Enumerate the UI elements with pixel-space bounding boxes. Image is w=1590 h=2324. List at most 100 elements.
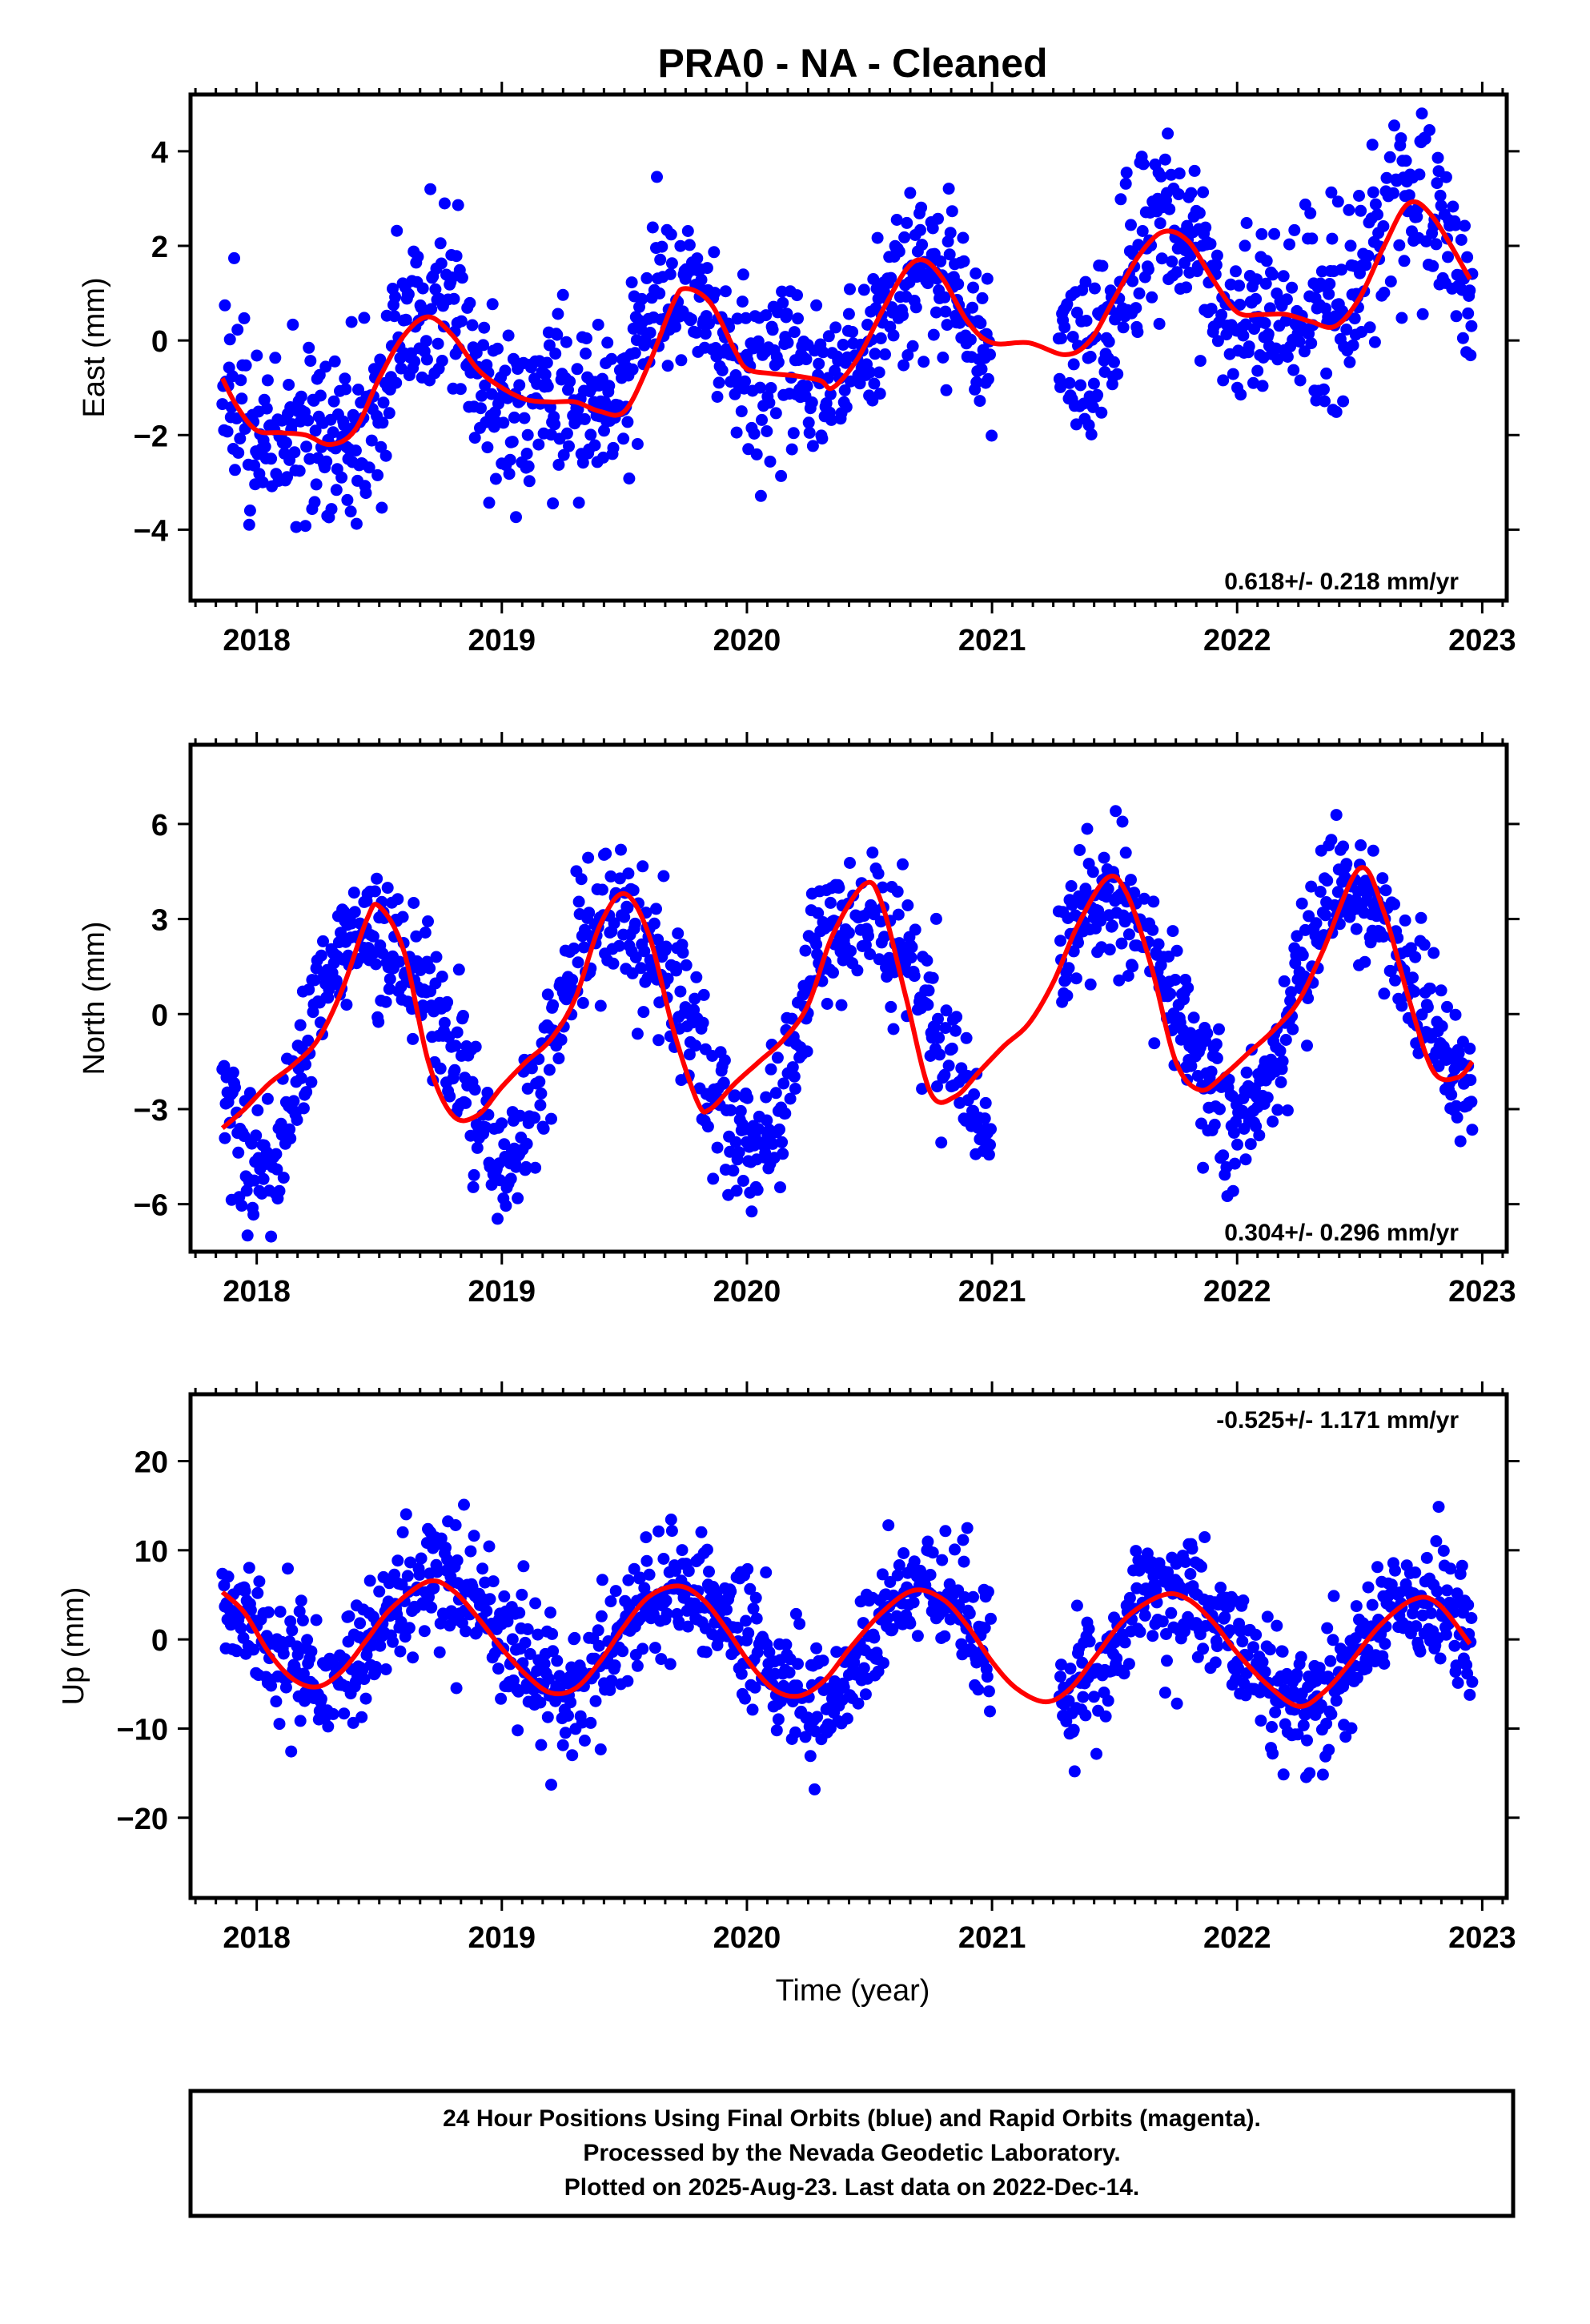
east-point bbox=[269, 352, 282, 364]
east-point bbox=[932, 212, 944, 225]
east-point bbox=[829, 321, 842, 334]
up-point bbox=[501, 1615, 514, 1628]
up-point bbox=[291, 1648, 304, 1661]
north-point bbox=[1072, 936, 1084, 949]
up-point bbox=[1414, 1645, 1427, 1658]
north-point bbox=[302, 1034, 315, 1047]
up-point bbox=[1321, 1622, 1334, 1634]
east-point bbox=[1233, 279, 1246, 292]
east-point bbox=[681, 225, 694, 237]
up-point bbox=[936, 1554, 949, 1566]
east-point bbox=[513, 379, 526, 392]
east-point bbox=[1084, 351, 1097, 363]
up-point bbox=[760, 1566, 773, 1578]
east-point bbox=[425, 303, 438, 316]
east-point bbox=[1298, 345, 1311, 358]
north-point bbox=[982, 1148, 995, 1161]
east-point bbox=[576, 456, 589, 469]
east-point bbox=[764, 455, 777, 468]
east-point bbox=[1079, 275, 1092, 288]
up-point bbox=[735, 1667, 748, 1680]
up-point bbox=[640, 1531, 652, 1544]
north-point bbox=[1384, 965, 1397, 978]
east-point bbox=[958, 255, 970, 267]
north-point bbox=[631, 1027, 644, 1040]
north-point bbox=[901, 899, 914, 911]
east-point bbox=[365, 434, 378, 447]
north-point bbox=[1267, 1116, 1279, 1128]
east-point bbox=[820, 397, 833, 410]
east-point bbox=[1055, 332, 1067, 344]
north-point bbox=[1070, 972, 1082, 985]
north-point bbox=[725, 1104, 737, 1116]
up-point bbox=[609, 1585, 622, 1598]
north-point bbox=[1169, 974, 1182, 986]
east-point bbox=[1363, 321, 1376, 334]
north-point bbox=[932, 1012, 944, 1025]
north-point bbox=[940, 1004, 953, 1017]
east-point bbox=[1251, 273, 1263, 286]
up-point bbox=[1184, 1568, 1197, 1580]
up-point bbox=[542, 1672, 555, 1685]
up-point bbox=[440, 1542, 452, 1554]
up-point bbox=[749, 1591, 762, 1604]
east-point bbox=[299, 520, 311, 533]
east-point bbox=[791, 289, 803, 302]
north-point bbox=[1389, 974, 1401, 987]
east-point bbox=[685, 313, 697, 326]
east-point bbox=[753, 381, 766, 394]
east-point bbox=[1172, 188, 1185, 201]
east-point bbox=[1359, 259, 1372, 271]
up-point bbox=[1263, 1643, 1276, 1656]
up-point bbox=[277, 1647, 290, 1660]
north-point bbox=[1162, 951, 1175, 963]
up-point bbox=[669, 1565, 682, 1577]
north-point bbox=[299, 1058, 311, 1071]
north-point bbox=[1325, 834, 1338, 846]
east-point bbox=[1283, 238, 1295, 251]
north-point bbox=[1210, 1038, 1223, 1051]
east-point bbox=[636, 292, 648, 305]
up-point bbox=[1250, 1628, 1263, 1641]
up-y-axis-title: Up (mm) bbox=[57, 1587, 90, 1706]
north-point bbox=[1388, 898, 1400, 911]
east-point bbox=[781, 308, 793, 320]
north-point bbox=[612, 939, 625, 952]
north-point bbox=[769, 1087, 782, 1100]
north-point bbox=[1261, 1092, 1274, 1104]
up-point bbox=[721, 1603, 733, 1616]
north-point bbox=[1378, 987, 1391, 1000]
east-point bbox=[914, 223, 926, 236]
north-point bbox=[422, 915, 434, 927]
east-point bbox=[424, 183, 437, 195]
up-point bbox=[1389, 1564, 1401, 1577]
north-point bbox=[287, 1095, 300, 1108]
east-point bbox=[904, 187, 917, 199]
east-point bbox=[1210, 259, 1223, 271]
east-point bbox=[1096, 259, 1109, 272]
east-point bbox=[1251, 364, 1264, 377]
east-point bbox=[504, 453, 516, 466]
east-point bbox=[940, 384, 953, 396]
north-point bbox=[859, 939, 872, 951]
east-point bbox=[309, 424, 322, 437]
east-point bbox=[1074, 379, 1087, 392]
up-y-tick-label: 0 bbox=[151, 1624, 168, 1658]
up-point bbox=[1371, 1561, 1383, 1574]
north-panel: 2018 2019 2020 2021 2022 2023 −6 −3 0 3 6 North (mm… bbox=[78, 732, 1520, 1309]
north-point bbox=[410, 930, 423, 943]
east-point bbox=[235, 392, 248, 405]
east-point bbox=[1456, 332, 1469, 344]
east-point bbox=[327, 395, 340, 408]
east-point bbox=[737, 268, 749, 281]
north-point bbox=[921, 955, 934, 967]
up-point bbox=[374, 1639, 387, 1652]
up-point bbox=[643, 1568, 656, 1581]
north-point bbox=[317, 935, 329, 947]
up-point bbox=[1316, 1768, 1329, 1781]
up-point bbox=[1330, 1695, 1343, 1707]
north-point bbox=[608, 917, 620, 930]
north-point bbox=[760, 1091, 773, 1104]
east-fit-curve bbox=[220, 199, 1472, 448]
